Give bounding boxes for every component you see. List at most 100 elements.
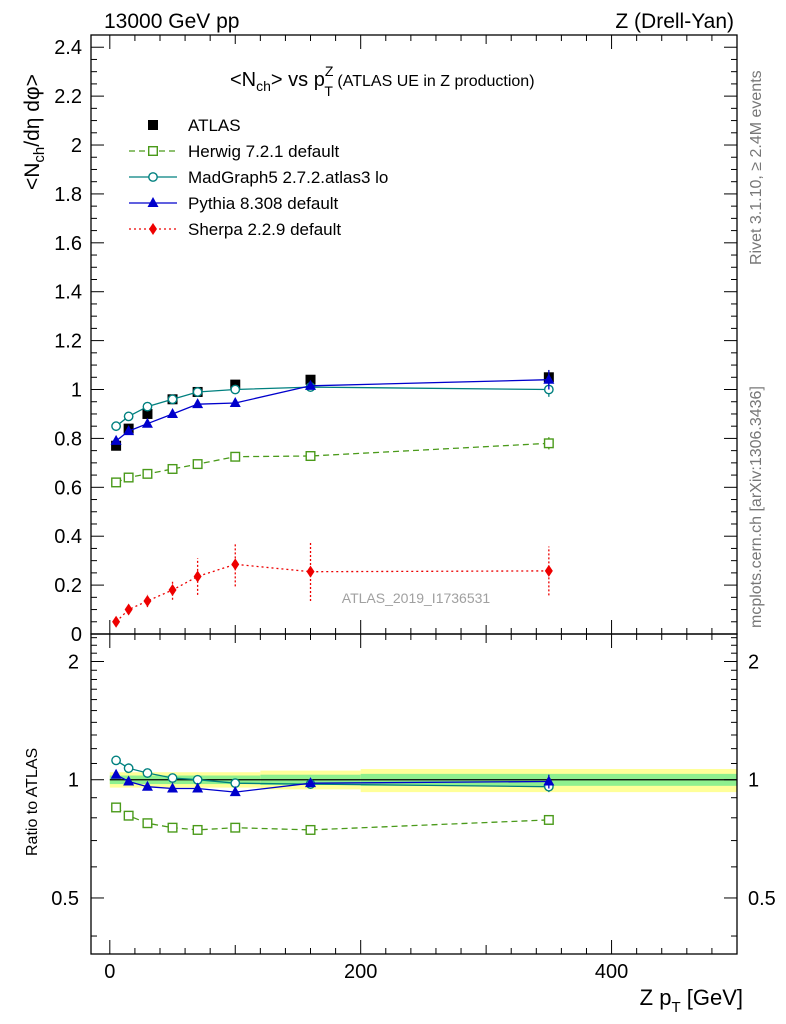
xtick-label: 0 <box>104 961 115 983</box>
main-ytick-label: 0.8 <box>54 428 82 450</box>
main-series-4-point-1 <box>124 603 133 616</box>
ratio-series-0-point-1 <box>123 810 134 821</box>
ratio-series-layer <box>110 755 555 835</box>
ratio-y-tick-labels: 0.5 0.5 1 1 2 2 <box>51 652 776 910</box>
main-ytick-label: 0.6 <box>54 477 82 499</box>
ratio-ytick-label-right: 0.5 <box>748 888 776 910</box>
main-series-0-point-0 <box>111 440 122 451</box>
ratio-series-2-point-1 <box>123 775 135 786</box>
title-part-sup: Z <box>325 63 334 79</box>
ratio-series-1-point-1 <box>123 763 134 774</box>
legend-0-label: ATLAS <box>188 116 241 135</box>
legend-0-marker <box>148 120 158 130</box>
main-series-4-line <box>115 563 549 623</box>
ratio-ytick-label-left: 1 <box>68 770 79 792</box>
ratio-frame <box>90 633 738 955</box>
main-ytick-label: 1.2 <box>54 331 82 353</box>
main-series-2-point-0 <box>111 421 121 432</box>
xtick-label: 200 <box>344 961 377 983</box>
ratio-ytick-label-right: 2 <box>748 652 759 674</box>
main-series-4-point-0 <box>112 615 121 628</box>
title-part-open: <N <box>230 69 256 91</box>
legend-1-marker <box>147 145 158 156</box>
ratio-series-0-point-6 <box>305 824 316 835</box>
ratio-series-2 <box>110 768 555 797</box>
main-series-3-line <box>115 379 549 442</box>
legend-2-label: MadGraph5 2.7.2.atlas3 lo <box>188 168 388 187</box>
main-ytick-label: 1 <box>71 380 82 402</box>
header-left: 13000 GeV pp <box>104 10 239 33</box>
main-ytick-label: 0 <box>71 624 82 646</box>
main-series-1-point-1 <box>123 472 134 483</box>
main-series-2-point-3 <box>167 394 178 405</box>
main-series-1-point-6 <box>305 451 316 462</box>
ratio-series-1-point-0 <box>111 755 121 766</box>
title-part-sub2: T <box>324 83 333 99</box>
main-ytick-label: 1.4 <box>54 282 82 304</box>
main-series-3-point-2 <box>141 417 153 428</box>
ratio-series-1-point-3 <box>167 773 178 783</box>
main-series-0-point-6 <box>305 374 316 385</box>
main-ytick-label: 2.2 <box>54 86 82 108</box>
main-ytick-label: 0.4 <box>54 526 82 548</box>
rivet-side-label: Rivet 3.1.10, ≥ 2.4M events <box>748 70 765 265</box>
ratio-series-2-point-2 <box>141 780 153 791</box>
main-series-4-point-6 <box>306 565 315 578</box>
legend-3-label: Pythia 8.308 default <box>188 194 339 213</box>
ratio-series-2-point-0 <box>110 768 122 779</box>
ratio-series-2-point-7 <box>543 775 555 786</box>
main-series-2-point-4 <box>192 387 203 397</box>
main-series-4-point-4 <box>193 570 202 583</box>
main-ytick-label: 1.8 <box>54 184 82 206</box>
main-series-3-point-5 <box>229 396 241 407</box>
ratio-axis-ticks <box>91 634 738 954</box>
ratio-series-2-point-4 <box>192 782 204 793</box>
main-series-0-point-2 <box>142 408 153 419</box>
legend-2-marker <box>148 172 158 182</box>
main-series-2-point-1 <box>123 411 134 422</box>
main-series-layer <box>110 369 555 628</box>
main-ytick-label: 0.2 <box>54 575 82 597</box>
legend-4-label: Sherpa 2.2.9 default <box>188 220 341 239</box>
main-series-4-point-7 <box>544 564 553 577</box>
main-series-3-point-4 <box>192 398 204 409</box>
main-series-3-point-6 <box>305 379 317 390</box>
main-panel: 0 0.2 0.4 0.6 0.8 1 1.2 1.4 1.6 1.8 2 2.2 2.4 ATLAS_… <box>54 34 738 646</box>
ratio-series-0-point-3 <box>167 822 178 833</box>
main-series-3-point-1 <box>123 425 135 436</box>
ratio-series-2-point-5 <box>229 786 241 797</box>
main-ytick-label: 1.6 <box>54 233 82 255</box>
ratio-series-0-point-0 <box>111 802 122 813</box>
legend: ATLAS Herwig 7.2.1 default MadGraph5 2.7.2… <box>129 116 388 239</box>
ratio-series-1-point-2 <box>142 768 153 778</box>
ylabel-part-sub: ch <box>31 147 48 163</box>
ratio-series-0-point-5 <box>230 822 241 833</box>
main-series-4-point-5 <box>231 558 240 571</box>
title-part-sub1: ch <box>256 78 271 94</box>
main-series-1-line <box>115 442 549 484</box>
main-series-3-point-7 <box>543 373 555 384</box>
main-series-3 <box>110 369 555 445</box>
mcplots-side-label: mcplots.cern.ch [arXiv:1306.3436] <box>748 386 765 628</box>
main-series-1-point-7 <box>543 438 554 449</box>
main-ytick-label: 2.4 <box>54 37 82 59</box>
ratio-ytick-label-left: 0.5 <box>51 888 79 910</box>
ylabel-part-main: <N <box>21 163 44 190</box>
ratio-series-0-point-2 <box>142 818 153 829</box>
main-series-2-line <box>115 386 549 427</box>
main-title: <Nch> vs pZ T (ATLAS UE in Z production) <box>230 63 535 99</box>
xtick-label: 400 <box>595 961 628 983</box>
ratio-series-0-point-4 <box>192 824 203 835</box>
legend-1-label: Herwig 7.2.1 default <box>188 142 339 161</box>
main-series-1-point-0 <box>111 477 122 488</box>
ratio-series-2-point-3 <box>167 782 179 793</box>
ratio-series-0-point-7 <box>543 814 554 825</box>
main-series-1 <box>111 437 554 488</box>
title-part-mid: > vs p <box>271 69 325 91</box>
xlabel-part-rest: [GeV] <box>681 985 743 1010</box>
analysis-label: ATLAS_2019_I1736531 <box>342 590 491 606</box>
legend-4-marker <box>149 223 157 235</box>
main-series-2-point-2 <box>142 401 153 412</box>
ratio-series-0 <box>111 802 554 835</box>
